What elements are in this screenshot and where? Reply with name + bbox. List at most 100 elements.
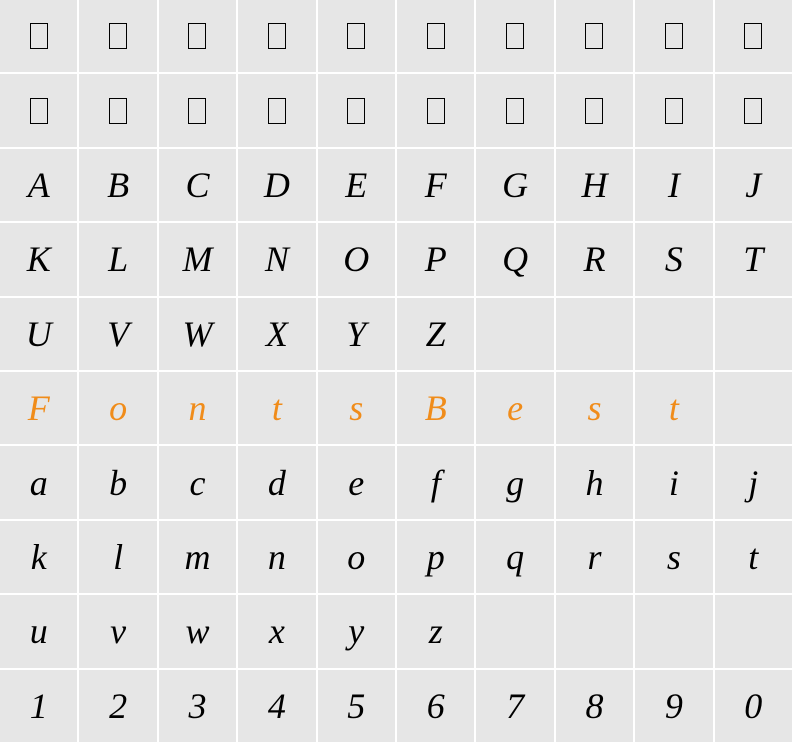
glyph-cell: 3 [159,670,236,742]
glyph-char: i [669,462,679,504]
glyph-char: K [27,238,51,280]
missing-glyph-icon [188,98,206,124]
glyph-cell: K [0,223,77,295]
glyph-char: B [425,387,447,429]
missing-glyph-icon [268,23,286,49]
glyph-char: t [272,387,282,429]
glyph-cell [715,298,792,370]
glyph-grid: ABCDEFGHIJKLMNOPQRSTUVWXYZFontsBestabcde… [0,0,792,742]
glyph-cell [715,0,792,72]
glyph-char: 4 [268,685,286,727]
glyph-cell: T [715,223,792,295]
glyph-char: F [28,387,50,429]
glyph-char: o [109,387,127,429]
glyph-char: N [265,238,289,280]
missing-glyph-icon [665,23,683,49]
glyph-cell: m [159,521,236,593]
glyph-char: T [743,238,763,280]
glyph-cell: x [238,595,315,667]
missing-glyph-icon [30,23,48,49]
glyph-cell [556,298,633,370]
glyph-cell: L [79,223,156,295]
missing-glyph-icon [427,98,445,124]
glyph-cell [715,74,792,146]
glyph-char: a [30,462,48,504]
glyph-char: 6 [427,685,445,727]
glyph-char: 0 [744,685,762,727]
missing-glyph-icon [585,23,603,49]
glyph-cell: 2 [79,670,156,742]
missing-glyph-icon [744,23,762,49]
glyph-char: b [109,462,127,504]
glyph-char: t [748,536,758,578]
glyph-char: n [268,536,286,578]
glyph-char: d [268,462,286,504]
glyph-cell: s [556,372,633,444]
glyph-cell: R [556,223,633,295]
glyph-cell: y [318,595,395,667]
glyph-char: A [28,164,50,206]
glyph-char: y [348,610,364,652]
glyph-cell: H [556,149,633,221]
missing-glyph-icon [427,23,445,49]
glyph-char: 5 [347,685,365,727]
glyph-char: t [669,387,679,429]
missing-glyph-icon [268,98,286,124]
glyph-char: m [184,536,210,578]
glyph-cell: 0 [715,670,792,742]
glyph-char: L [108,238,128,280]
glyph-cell: F [0,372,77,444]
glyph-cell: W [159,298,236,370]
glyph-cell [476,298,553,370]
glyph-cell [715,595,792,667]
glyph-cell: 7 [476,670,553,742]
glyph-char: Z [426,313,446,355]
glyph-cell: n [238,521,315,593]
glyph-char: f [431,462,441,504]
glyph-char: h [585,462,603,504]
glyph-cell: w [159,595,236,667]
glyph-cell: S [635,223,712,295]
glyph-char: c [190,462,206,504]
glyph-char: s [667,536,681,578]
glyph-cell: t [238,372,315,444]
glyph-char: X [266,313,288,355]
glyph-char: R [583,238,605,280]
glyph-cell: A [0,149,77,221]
glyph-cell: h [556,446,633,518]
glyph-cell: U [0,298,77,370]
glyph-cell: r [556,521,633,593]
glyph-cell: s [318,372,395,444]
glyph-char: Y [346,313,366,355]
glyph-char: B [107,164,129,206]
glyph-cell: X [238,298,315,370]
glyph-cell: l [79,521,156,593]
glyph-char: s [349,387,363,429]
glyph-char: V [107,313,129,355]
glyph-cell: 1 [0,670,77,742]
glyph-char: v [110,610,126,652]
glyph-cell: s [635,521,712,593]
glyph-char: J [745,164,761,206]
glyph-char: O [343,238,369,280]
glyph-cell [556,74,633,146]
glyph-char: q [506,536,524,578]
glyph-cell: I [635,149,712,221]
glyph-cell: c [159,446,236,518]
glyph-cell: a [0,446,77,518]
glyph-cell [0,0,77,72]
missing-glyph-icon [188,23,206,49]
glyph-cell [0,74,77,146]
glyph-cell: B [79,149,156,221]
glyph-cell [238,74,315,146]
glyph-char: o [347,536,365,578]
glyph-cell: Q [476,223,553,295]
glyph-char: W [182,313,212,355]
missing-glyph-icon [109,23,127,49]
glyph-cell: v [79,595,156,667]
glyph-cell [397,0,474,72]
glyph-char: Q [502,238,528,280]
glyph-cell: M [159,223,236,295]
glyph-char: u [30,610,48,652]
glyph-cell [476,74,553,146]
